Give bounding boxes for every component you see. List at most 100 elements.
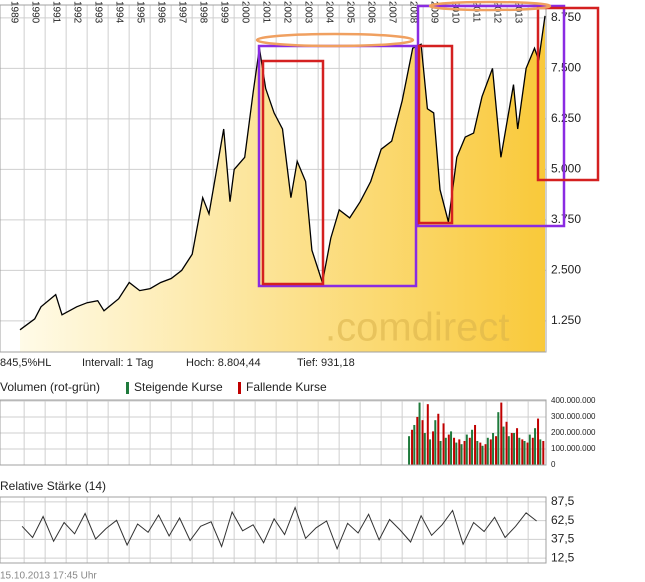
volume-bar [444, 437, 447, 465]
x-tick-label: 2007 [387, 1, 398, 24]
volume-bar [513, 432, 516, 465]
x-tick-label: 1989 [9, 1, 20, 24]
y-tick-label: 2.500 [551, 263, 581, 277]
volume-bar [411, 429, 414, 465]
y-tick-label: 5.000 [551, 162, 581, 176]
volume-bar [484, 444, 487, 465]
y-tick-label: 100.000.000 [551, 444, 596, 453]
plot-frame [0, 399, 547, 466]
x-tick-label: 2010 [450, 1, 461, 24]
x-tick-label: 1996 [156, 1, 167, 24]
rsi-line [21, 506, 537, 551]
volume-bar [523, 440, 526, 465]
volume-bar [516, 428, 519, 465]
volume-bar [434, 420, 437, 465]
x-tick-label: 2006 [366, 1, 377, 24]
annotations [255, 0, 600, 288]
x-tick-label: 2002 [282, 1, 293, 24]
annotation-ellipse [255, 32, 415, 48]
info-high: Hoch: 8.804,44 [186, 357, 261, 369]
volume-bar [468, 437, 471, 465]
info-interval: Intervall: 1 Tag [82, 357, 153, 369]
legend-swatch [238, 382, 241, 394]
volume-bar [507, 436, 510, 465]
y-tick-label: 1.250 [551, 313, 581, 327]
volume-bar [460, 444, 463, 465]
plot-frame [0, 4, 547, 353]
y-tick-label: 37,5 [551, 532, 575, 546]
plot-frame [0, 496, 547, 564]
x-tick-label: 2009 [429, 1, 440, 24]
y-tick-label: 8.750 [551, 10, 581, 24]
volume-bar [497, 412, 500, 465]
volume-bar [502, 426, 505, 465]
volume-bar [429, 439, 432, 465]
volume-bar [408, 436, 411, 465]
volume-bar [450, 431, 453, 465]
x-tick-label: 2013 [513, 1, 524, 24]
volume-bar [531, 437, 534, 465]
volume-bar [495, 436, 498, 465]
x-tick-label: 2005 [345, 1, 356, 24]
volume-bar [442, 423, 445, 465]
volume-bar [481, 445, 484, 465]
annotation-ellipse [428, 0, 552, 12]
volume-bar [416, 416, 419, 465]
price-line [19, 15, 546, 331]
x-tick-label: 2000 [240, 1, 251, 24]
volume-bar [453, 437, 456, 465]
x-tick-label: 1994 [114, 1, 125, 24]
legend-swatch [126, 382, 129, 394]
annotation-box [536, 6, 600, 182]
volume-bar [534, 428, 537, 465]
volume-bar [455, 442, 458, 465]
info-scale: 845,5%HL [0, 357, 51, 369]
volume-bar [510, 432, 513, 465]
volume-bar [426, 404, 429, 465]
x-tick-label: 1991 [51, 1, 62, 24]
x-tick-label: 1992 [72, 1, 83, 24]
volume-bar [521, 439, 524, 465]
volume-bar [432, 431, 435, 465]
y-tick-label: 62,5 [551, 513, 575, 527]
x-tick-label: 2012 [492, 1, 503, 24]
volume-bar [447, 434, 450, 465]
volume-bar [439, 440, 442, 465]
volume-bar [423, 432, 426, 465]
annotation-box [417, 44, 454, 225]
y-tick-label: 200.000.000 [551, 428, 596, 437]
y-tick-label: 0 [551, 460, 556, 469]
x-tick-label: 2001 [261, 1, 272, 24]
volume-bar [479, 442, 482, 465]
volume-bar [421, 420, 424, 465]
x-tick-label: 1998 [198, 1, 209, 24]
x-tick-label: 1999 [219, 1, 230, 24]
volume-bar [528, 434, 531, 465]
volume-bar [413, 424, 416, 465]
legend-label: Fallende Kurse [246, 380, 327, 394]
y-tick-label: 87,5 [551, 494, 575, 508]
volume-bar [486, 437, 489, 465]
volume-title: Volumen (rot-grün) [0, 380, 100, 394]
rsi-title: Relative Stärke (14) [0, 479, 106, 493]
plot-background [0, 497, 546, 563]
price-area [20, 15, 545, 353]
volume-bar [539, 439, 542, 465]
volume-bar [542, 440, 545, 465]
annotation-box [261, 59, 325, 286]
volume-bar [463, 440, 466, 465]
y-tick-label: 12,5 [551, 550, 575, 564]
volume-bar [437, 413, 440, 465]
volume-bar [458, 439, 461, 465]
volume-bar [500, 402, 503, 465]
volume-bar [526, 442, 529, 465]
x-tick-label: 1997 [177, 1, 188, 24]
volume-bar [489, 439, 492, 465]
x-tick-label: 2003 [303, 1, 314, 24]
volume-bar [465, 434, 468, 465]
info-low: Tief: 931,18 [297, 357, 355, 369]
volume-bar [474, 424, 477, 465]
volume-bar [418, 402, 421, 465]
y-tick-label: 6.250 [551, 111, 581, 125]
